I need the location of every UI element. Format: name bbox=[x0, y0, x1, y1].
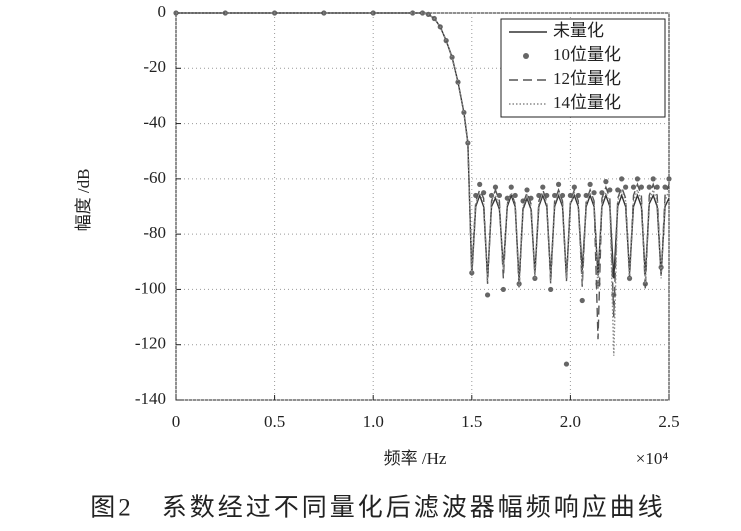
data-point bbox=[559, 192, 566, 199]
data-point bbox=[579, 297, 585, 304]
legend-box bbox=[500, 18, 666, 118]
data-point bbox=[623, 184, 629, 190]
x-tick-label: 2.0 bbox=[560, 412, 581, 431]
data-point bbox=[666, 176, 672, 182]
data-point bbox=[496, 192, 503, 199]
data-point bbox=[488, 192, 495, 199]
data-point bbox=[619, 176, 625, 182]
data-point bbox=[571, 184, 577, 190]
data-point bbox=[555, 181, 562, 187]
legend-label: 10位量化 bbox=[553, 45, 621, 64]
data-point bbox=[607, 187, 613, 193]
data-point bbox=[552, 192, 558, 199]
x-tick-label: 2.5 bbox=[658, 412, 679, 431]
y-tick-label: -20 bbox=[143, 57, 166, 76]
data-point bbox=[484, 292, 491, 298]
x-axis-label: 频率 /Hz bbox=[384, 449, 447, 468]
data-point bbox=[650, 176, 656, 182]
series-line bbox=[176, 12, 670, 356]
data-point bbox=[477, 181, 483, 187]
data-point bbox=[654, 184, 660, 190]
data-point bbox=[662, 184, 668, 190]
data-point bbox=[512, 192, 518, 199]
data-point bbox=[603, 179, 609, 185]
x-multiplier: ×10⁴ bbox=[636, 449, 669, 468]
data-point bbox=[492, 184, 499, 190]
data-point bbox=[524, 187, 530, 193]
y-axis-label: 幅度 /dB bbox=[74, 169, 93, 232]
data-point bbox=[563, 361, 570, 367]
y-tick-label: -120 bbox=[135, 334, 166, 353]
x-tick-label: 0.5 bbox=[264, 412, 285, 431]
data-point bbox=[500, 286, 506, 293]
data-point bbox=[646, 184, 652, 190]
y-tick-label: -60 bbox=[143, 168, 166, 187]
x-tick-label: 0 bbox=[172, 412, 181, 431]
legend-label: 未量化 bbox=[553, 21, 604, 40]
data-point bbox=[461, 109, 467, 116]
data-point bbox=[638, 184, 644, 190]
data-point bbox=[548, 286, 554, 293]
data-point bbox=[508, 184, 514, 190]
x-tick-label: 1.5 bbox=[461, 412, 482, 431]
y-tick-label: 0 bbox=[158, 2, 167, 21]
data-point bbox=[634, 176, 641, 182]
y-tick-label: -140 bbox=[135, 389, 166, 408]
x-tick-label: 1.0 bbox=[363, 412, 384, 431]
legend-label: 14位量化 bbox=[553, 93, 621, 112]
data-point bbox=[410, 10, 416, 16]
data-point bbox=[615, 187, 621, 193]
legend-label: 12位量化 bbox=[553, 69, 621, 88]
data-point bbox=[591, 190, 597, 196]
legend-swatch bbox=[523, 53, 529, 59]
y-tick-label: -80 bbox=[143, 223, 166, 242]
caption: 图2 系数经过不同量化后滤波器幅频响应曲线 bbox=[90, 494, 666, 522]
data-point bbox=[469, 270, 475, 276]
y-tick-label: -40 bbox=[143, 112, 166, 131]
data-point bbox=[587, 181, 593, 187]
data-point bbox=[540, 184, 546, 190]
data-point bbox=[630, 184, 637, 190]
y-tick-label: -100 bbox=[135, 278, 166, 297]
